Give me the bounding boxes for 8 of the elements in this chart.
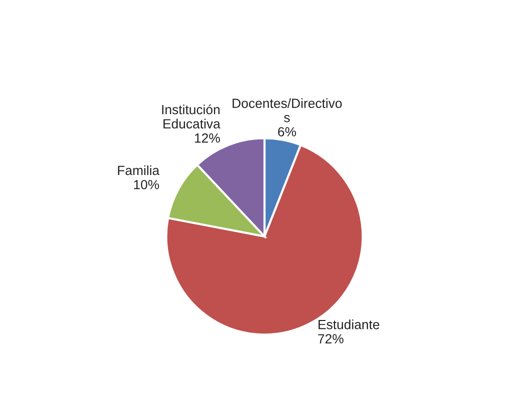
slice-label: Docentes/Directivo s bbox=[232, 98, 342, 122]
data-label: 10% bbox=[134, 180, 160, 190]
slice-label: Institución Educativa bbox=[162, 104, 220, 128]
data-label: 6% bbox=[278, 127, 296, 136]
data-label: 72% bbox=[318, 334, 344, 344]
slice-label: Familia bbox=[118, 165, 160, 176]
data-label: 12% bbox=[194, 133, 220, 143]
slice-label: Estudiante bbox=[318, 320, 380, 330]
